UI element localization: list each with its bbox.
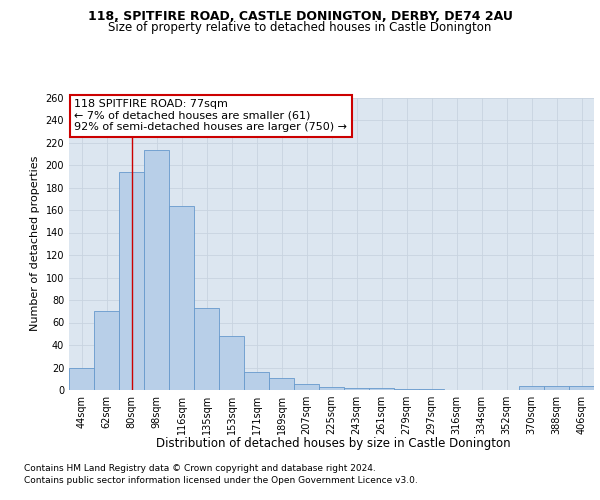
Text: Distribution of detached houses by size in Castle Donington: Distribution of detached houses by size … [155,438,511,450]
Text: Contains HM Land Registry data © Crown copyright and database right 2024.: Contains HM Land Registry data © Crown c… [24,464,376,473]
Bar [69,368,94,390]
Bar [569,386,594,390]
Bar [319,386,344,390]
Bar [394,389,419,390]
Bar [144,150,169,390]
Text: Contains public sector information licensed under the Open Government Licence v3: Contains public sector information licen… [24,476,418,485]
Bar [419,389,444,390]
Bar [519,386,544,390]
Text: Size of property relative to detached houses in Castle Donington: Size of property relative to detached ho… [109,22,491,35]
Bar [369,388,394,390]
Bar [544,386,569,390]
Y-axis label: Number of detached properties: Number of detached properties [30,156,40,332]
Bar [219,336,244,390]
Bar [119,172,144,390]
Bar [194,308,219,390]
Bar [344,388,369,390]
Bar [244,372,269,390]
Bar [94,311,119,390]
Text: 118 SPITFIRE ROAD: 77sqm
← 7% of detached houses are smaller (61)
92% of semi-de: 118 SPITFIRE ROAD: 77sqm ← 7% of detache… [74,99,347,132]
Bar [269,378,294,390]
Bar [294,384,319,390]
Text: 118, SPITFIRE ROAD, CASTLE DONINGTON, DERBY, DE74 2AU: 118, SPITFIRE ROAD, CASTLE DONINGTON, DE… [88,10,512,23]
Bar [169,206,194,390]
